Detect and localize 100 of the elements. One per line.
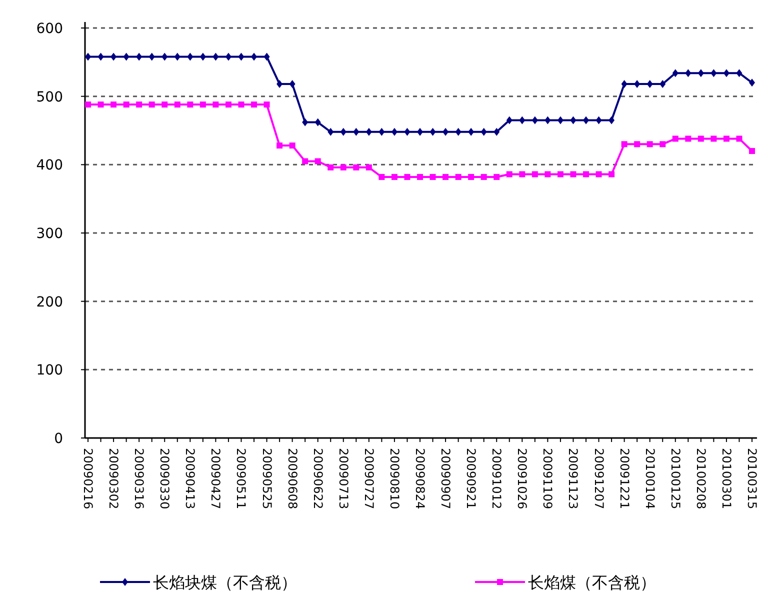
point [314, 118, 321, 126]
point [494, 128, 500, 136]
x-tick-label: 20090907 [438, 448, 453, 510]
point [710, 136, 717, 142]
point [378, 128, 385, 136]
point [148, 52, 155, 61]
point [672, 69, 678, 78]
point [123, 102, 130, 108]
point [251, 102, 257, 108]
x-tick-label: 20091012 [490, 448, 504, 510]
point [749, 78, 755, 87]
point [698, 69, 704, 78]
point [634, 141, 640, 148]
point [353, 164, 360, 170]
point [455, 174, 462, 180]
point [340, 128, 346, 136]
point [85, 52, 91, 61]
point [660, 141, 666, 148]
x-tick-label: 20090330 [158, 448, 172, 510]
y-tick-label: 100 [36, 362, 63, 379]
x-tick-label: 20090921 [464, 448, 478, 510]
point [289, 80, 296, 88]
point [238, 52, 244, 61]
point [264, 102, 270, 108]
x-tick-label: 20091221 [617, 448, 632, 510]
point [85, 102, 91, 108]
point [544, 116, 551, 124]
point [480, 174, 487, 180]
point [366, 164, 372, 170]
point [634, 80, 640, 88]
point [544, 171, 551, 178]
point [378, 174, 385, 180]
point [583, 116, 589, 124]
point [187, 102, 194, 108]
point [225, 52, 232, 61]
x-tick-label: 20100208 [694, 448, 708, 510]
point [621, 141, 628, 148]
point [685, 136, 692, 142]
point [698, 136, 704, 142]
point [225, 102, 232, 108]
x-tick-label: 20090608 [285, 448, 300, 510]
point [608, 171, 615, 178]
point [417, 128, 423, 136]
point [685, 69, 692, 78]
x-tick-label: 20091207 [592, 448, 606, 510]
point [276, 142, 283, 149]
point [506, 171, 512, 178]
point [557, 116, 564, 124]
y-tick-label: 300 [36, 226, 63, 242]
point [519, 116, 526, 124]
point [289, 142, 296, 149]
x-tick-label: 20090622 [310, 448, 325, 510]
point [519, 171, 526, 178]
point [328, 164, 334, 170]
point [442, 174, 449, 180]
point [174, 102, 180, 108]
point [736, 136, 742, 142]
point [723, 69, 730, 78]
point [608, 116, 615, 124]
x-tick-label: 20090316 [132, 448, 146, 510]
point [98, 52, 104, 61]
x-tick-label: 20090727 [362, 448, 376, 510]
point [660, 80, 666, 88]
point [570, 116, 576, 124]
x-tick-label: 20100125 [668, 448, 682, 510]
point [251, 52, 257, 61]
point [468, 128, 474, 136]
point [532, 116, 538, 124]
point [366, 128, 372, 136]
x-tick-label: 20091123 [566, 448, 580, 510]
point [148, 102, 155, 108]
point [723, 136, 730, 142]
x-tick-label: 20090525 [260, 448, 274, 510]
point [200, 102, 206, 108]
point [646, 80, 653, 88]
x-tick-label: 20090413 [183, 448, 198, 510]
point [110, 102, 117, 108]
point [480, 128, 487, 136]
point [391, 128, 398, 136]
point [174, 52, 180, 61]
point [442, 128, 449, 136]
x-tick-label: 20100104 [642, 448, 657, 510]
x-tick-label: 20091109 [540, 448, 555, 510]
point [596, 171, 602, 178]
point [200, 52, 206, 61]
x-tick-label: 20100301 [719, 448, 734, 510]
x-tick-label: 20090511 [234, 448, 248, 510]
point [404, 174, 410, 180]
y-tick-label: 500 [36, 89, 63, 106]
point [276, 80, 283, 88]
point [302, 158, 308, 164]
point [110, 52, 117, 61]
point [162, 102, 168, 108]
x-tick-label: 20090824 [413, 448, 427, 510]
point [583, 171, 589, 178]
legend-label: 长焰煤（不含税） [528, 573, 656, 592]
point [136, 52, 142, 61]
point [494, 174, 500, 180]
point [468, 174, 474, 180]
point [749, 148, 755, 154]
